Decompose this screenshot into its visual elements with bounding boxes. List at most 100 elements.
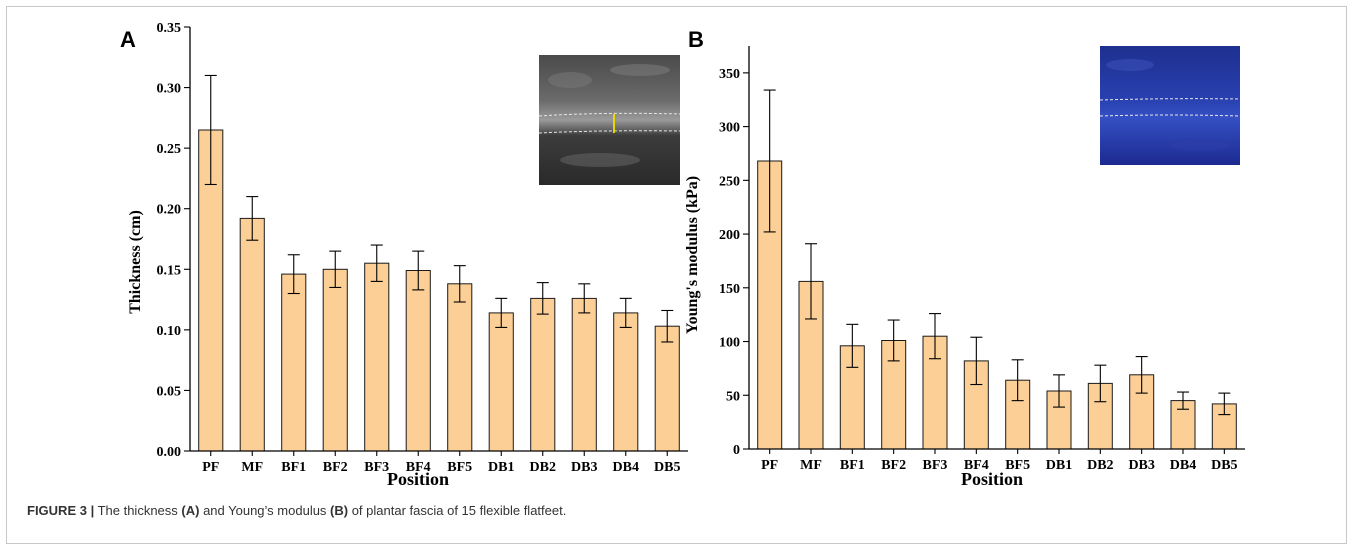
bar-mf — [239, 217, 265, 452]
error-bars-group — [763, 89, 1231, 416]
y-tick-label: 0.20 — [157, 203, 182, 218]
panel-a: A 0.00 0.05 0.10 0.15 0.20 0.25 0.30 0.35 PF MF B… — [120, 21, 688, 489]
error-bar-db3 — [1135, 356, 1148, 394]
error-bar-mf — [805, 243, 817, 320]
bar-bf1 — [281, 273, 307, 452]
error-bar-bf1 — [846, 323, 859, 368]
y-axis-label: Young's modulus (kPa) — [684, 176, 701, 334]
x-tick-label: BF3 — [923, 458, 948, 473]
y-tick-label: 0.00 — [157, 445, 182, 460]
bar-bf4 — [405, 270, 431, 452]
y-tick-label: 100 — [719, 336, 740, 351]
bar-bf2 — [322, 268, 348, 452]
error-bar-db5 — [1218, 392, 1231, 416]
y-tick-label: 350 — [719, 67, 740, 82]
x-tick-label: DB2 — [1087, 458, 1113, 473]
caption-text-2: and Young’s modulus — [199, 503, 331, 518]
error-bar-bf5 — [1011, 359, 1024, 402]
figure-caption: FIGURE 3 | The thickness (A) and Young’s… — [27, 503, 566, 518]
x-axis-label: Position — [961, 469, 1023, 489]
y-tick-label: 0.05 — [157, 384, 182, 399]
x-tick-label: DB1 — [1046, 458, 1072, 473]
x-ticks-group: PF MF BF1 BF2 BF3 BF4 BF5 DB1 DB2 DB3 DB4 DB5 — [761, 449, 1238, 473]
y-tick-label: 0.25 — [157, 142, 182, 157]
x-ticks-group: PF MF BF1 BF2 BF3 BF4 BF5 DB1 DB2 DB3 DB4 DB5 — [202, 451, 680, 475]
bars-group — [757, 160, 1237, 450]
x-tick-label: BF2 — [323, 460, 348, 475]
error-bar-bf3 — [370, 244, 383, 282]
x-tick-label: DB5 — [1211, 458, 1237, 473]
x-tick-label: BF3 — [364, 460, 389, 475]
caption-ref-b: (B) — [330, 503, 349, 518]
error-bar-db4 — [1177, 391, 1189, 410]
y-tick-label: 0.10 — [157, 324, 182, 339]
error-bar-bf4 — [970, 336, 983, 386]
y-ticks-group: 0.00 0.05 0.10 0.15 0.20 0.25 0.30 0.35 — [157, 21, 190, 460]
bar-bf5 — [447, 283, 473, 452]
error-bar-db3 — [578, 283, 591, 314]
x-tick-label: DB3 — [571, 460, 597, 475]
bar-db3 — [571, 297, 597, 452]
x-tick-label: DB4 — [1170, 458, 1196, 473]
x-axis-label: Position — [387, 469, 449, 489]
x-tick-label: DB4 — [613, 460, 639, 475]
x-tick-label: BF4 — [406, 460, 431, 475]
y-tick-label: 0.30 — [157, 82, 182, 97]
error-bar-db5 — [661, 309, 674, 343]
y-axis-label: Thickness (cm) — [127, 210, 144, 314]
figure-canvas: A 0.000.050.100.150.200.250.300.35 PF MF B… — [120, 21, 1245, 489]
error-bar-bf4 — [412, 250, 425, 291]
caption-text-3: of plantar fascia of 15 flexible flatfee… — [348, 503, 567, 518]
error-bar-pf — [204, 74, 217, 186]
x-tick-label: MF — [800, 458, 822, 473]
y-tick-label: 250 — [719, 174, 740, 189]
error-bar-db1 — [1053, 374, 1065, 408]
bar-db4 — [613, 312, 639, 452]
error-bar-db1 — [495, 297, 508, 328]
x-tick-label: MF — [241, 460, 263, 475]
error-bar-bf3 — [929, 313, 941, 360]
ultrasound-inset-image — [538, 55, 681, 185]
panel-label: B — [688, 27, 704, 52]
x-tick-label: BF4 — [964, 458, 989, 473]
y-tick-label: 150 — [719, 282, 740, 297]
panel-label: A — [120, 27, 136, 52]
caption-ref-a: (A) — [181, 503, 200, 518]
y-tick-label: 300 — [719, 121, 740, 136]
x-tick-label: PF — [202, 460, 219, 475]
y-tick-label: 0.15 — [157, 263, 182, 278]
elastography-inset-image — [1099, 46, 1241, 165]
bar-bf3 — [364, 262, 390, 452]
x-tick-label: BF5 — [447, 460, 472, 475]
error-bar-bf2 — [887, 319, 900, 362]
y-tick-label: 200 — [719, 228, 740, 243]
error-bar-bf5 — [453, 265, 466, 303]
error-bar-bf2 — [329, 250, 342, 289]
bar-db2 — [530, 297, 556, 452]
x-tick-label: BF5 — [1005, 458, 1030, 473]
y-tick-label: 0.35 — [157, 21, 182, 36]
error-bar-db4 — [619, 297, 632, 328]
error-bar-db2 — [1094, 364, 1107, 403]
error-bar-mf — [246, 196, 259, 241]
x-tick-label: DB3 — [1128, 458, 1154, 473]
y-tick-label: 0 — [733, 443, 740, 458]
x-tick-label: DB1 — [488, 460, 514, 475]
bar-db1 — [488, 312, 514, 452]
x-tick-label: DB2 — [530, 460, 556, 475]
x-tick-label: PF — [761, 458, 778, 473]
x-tick-label: DB5 — [654, 460, 680, 475]
caption-label: FIGURE 3 | — [27, 503, 95, 518]
caption-text-1: The thickness — [94, 503, 182, 518]
x-tick-label: BF1 — [840, 458, 865, 473]
y-ticks-group: 0 50 100 150 200 250 300 350 — [719, 67, 749, 458]
figure-frame — [6, 6, 1347, 544]
x-tick-label: BF2 — [881, 458, 906, 473]
x-tick-label: BF1 — [281, 460, 306, 475]
bar-db5 — [654, 325, 680, 452]
error-bar-db2 — [536, 282, 549, 315]
error-bars-group — [204, 74, 674, 343]
panel-b: B 0 50 100 150 200 250 300 350 PF MF BF1 BF2 BF3 BF4… — [684, 27, 1245, 489]
y-tick-label: 50 — [726, 389, 740, 404]
error-bar-bf1 — [287, 254, 300, 295]
